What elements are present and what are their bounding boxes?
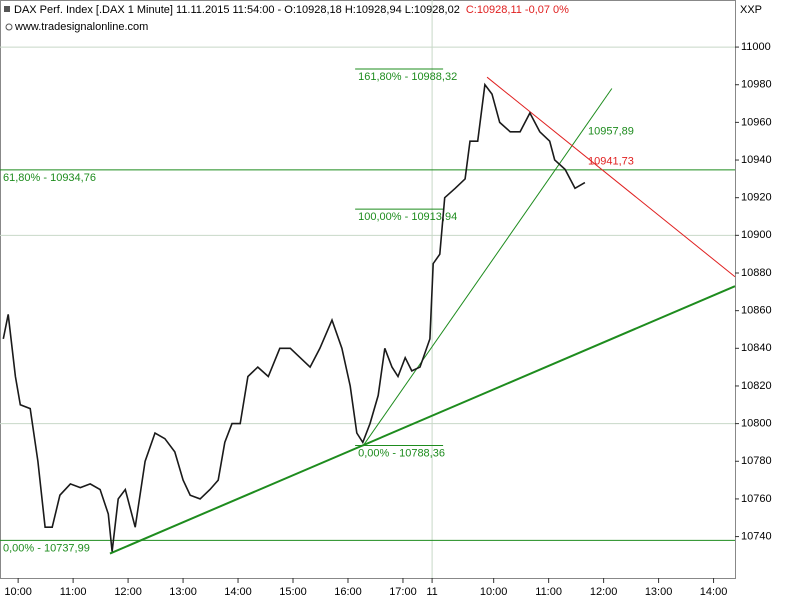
x-tick-label: 14:00 [224, 586, 252, 598]
x-tick-label: 10:00 [4, 586, 32, 598]
y-tick-label: 10880 [741, 267, 772, 279]
y-tick-label: 10740 [741, 530, 772, 542]
line-label: 10957,89 [588, 125, 634, 137]
fib-label: 100,00% - 10913,94 [358, 211, 457, 223]
y-tick-label: 10960 [741, 116, 772, 128]
y-tick-label: 10900 [741, 229, 772, 241]
y-tick-label: 10840 [741, 342, 772, 354]
y-tick-label: 10940 [741, 154, 772, 166]
subtitle: www.tradesignalonline.com [14, 21, 148, 33]
x-tick-label: 17:00 [389, 586, 417, 598]
y-tick-label: 10780 [741, 455, 772, 467]
y-tick-label: 10920 [741, 192, 772, 204]
x-tick-label: 15:00 [279, 586, 307, 598]
x-tick-label: 12:00 [114, 586, 142, 598]
x-tick-label: 16:00 [334, 586, 362, 598]
x-tick-label: 11 [426, 586, 437, 598]
y-tick-label: 10980 [741, 79, 772, 91]
icon [4, 6, 10, 12]
x-tick-label: 11:00 [60, 586, 87, 598]
fib-label: 0,00% - 10788,36 [358, 447, 445, 459]
x-tick-label: 10:00 [480, 586, 508, 598]
fib-label: 161,80% - 10988,32 [358, 71, 457, 83]
y-tick-label: 10760 [741, 493, 772, 505]
x-tick-label: 12:00 [590, 586, 618, 598]
y-tick-label: 10800 [741, 418, 772, 430]
price-line [2, 82, 586, 552]
y-tick-label: 11000 [741, 41, 771, 53]
plot-frame [0, 0, 736, 579]
icon [5, 23, 13, 31]
y-tick-label: 10860 [741, 305, 772, 317]
trend-line [486, 76, 736, 278]
axis-label: XXP [740, 4, 762, 16]
trend-line [362, 88, 613, 447]
x-tick-label: 11:00 [535, 586, 562, 598]
x-tick-label: 14:00 [700, 586, 728, 598]
line-label: 10941,73 [588, 156, 634, 168]
chart-title: DAX Perf. Index [.DAX 1 Minute] 11.11.20… [14, 4, 460, 16]
fib-label: 0,00% - 10737,99 [3, 542, 90, 554]
y-tick-label: 10820 [741, 380, 772, 392]
title-change: C:10928,11 -0,07 0% [466, 4, 569, 16]
x-tick-label: 13:00 [645, 586, 673, 598]
fib-label: 61,80% - 10934,76 [3, 172, 96, 184]
trend-line [109, 285, 736, 555]
x-tick-label: 13:00 [169, 586, 197, 598]
